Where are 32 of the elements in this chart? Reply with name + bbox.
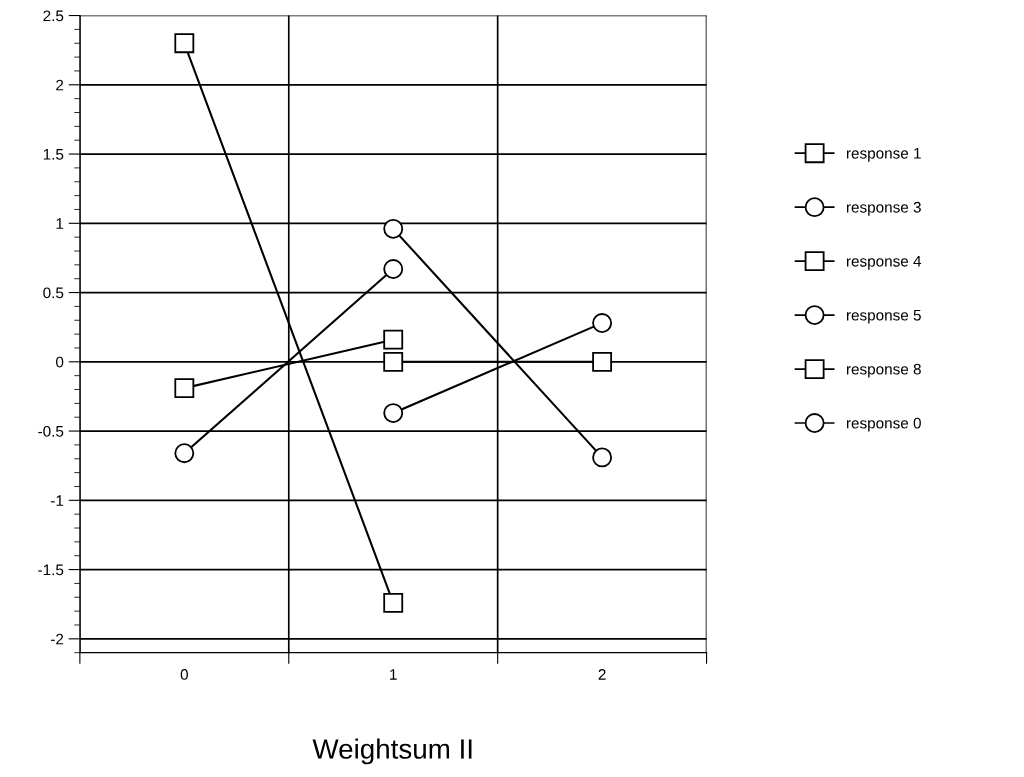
x-tick-label: 0 xyxy=(180,669,188,680)
y-tick-label: -1.5 xyxy=(38,564,64,576)
y-tick-label: 2 xyxy=(56,79,64,91)
point xyxy=(383,351,404,372)
x-axis-title: Weightsum II xyxy=(312,738,472,765)
legend-label: response 8 xyxy=(846,363,921,378)
point xyxy=(174,443,195,464)
point xyxy=(383,403,404,423)
x-tick-label: 2 xyxy=(598,669,606,680)
point xyxy=(174,33,195,54)
y-tick-label: 0.5 xyxy=(43,287,64,299)
point xyxy=(383,329,404,350)
y-tick-label: -2 xyxy=(50,633,64,645)
point xyxy=(174,378,195,399)
point xyxy=(592,313,613,333)
y-tick-label: 1 xyxy=(56,218,64,229)
y-tick-label: -1 xyxy=(50,495,64,506)
legend-label: response 3 xyxy=(846,201,921,216)
legend-label: response 4 xyxy=(846,255,922,270)
y-tick-label: 0 xyxy=(56,356,64,368)
point xyxy=(383,218,404,239)
point xyxy=(383,592,404,613)
y-tick-label: 1.5 xyxy=(43,149,64,160)
y-tick-label: 2.5 xyxy=(43,10,64,22)
x-tick-label: 1 xyxy=(390,669,397,680)
y-tick-label: -0.5 xyxy=(38,425,64,437)
legend-label: response 5 xyxy=(846,309,921,324)
point xyxy=(592,351,613,372)
point xyxy=(383,259,404,279)
point xyxy=(592,447,613,468)
legend-label: response 1 xyxy=(846,148,921,162)
legend-label: response 0 xyxy=(846,417,921,432)
